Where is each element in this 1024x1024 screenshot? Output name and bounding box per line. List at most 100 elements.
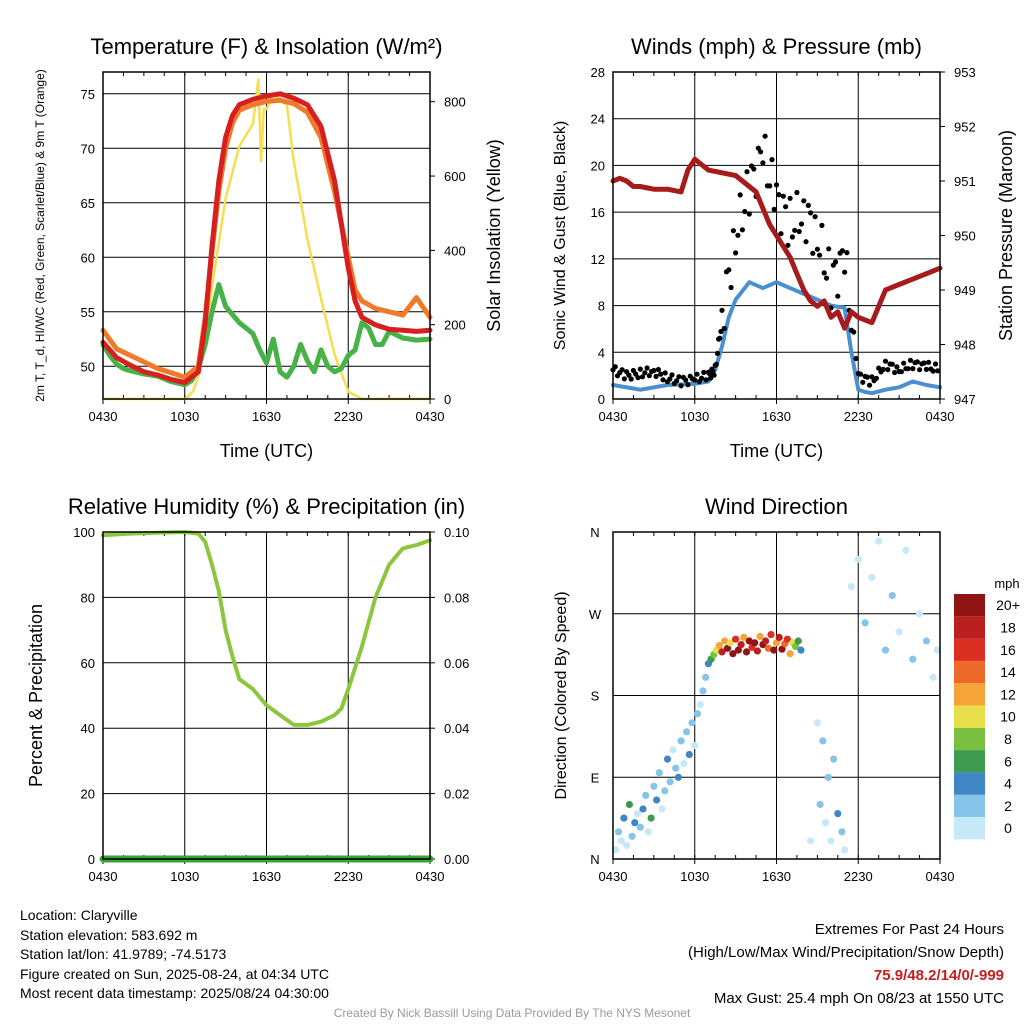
direction-point xyxy=(753,647,762,655)
direction-point xyxy=(612,846,620,854)
colorbar-label: 8 xyxy=(1004,731,1012,747)
humidity-plot: 0430 1030 1630 2230 0430 Relative Humidity (%… xyxy=(26,494,469,884)
direction-point xyxy=(702,673,710,681)
colorbar-label: 20+ xyxy=(996,597,1020,613)
direction-point xyxy=(628,832,636,840)
temperature-ytick-right-label: 200 xyxy=(444,318,466,333)
colorbar-label: 18 xyxy=(1000,619,1016,635)
direction-ylabel: Direction (Colored By Speed) xyxy=(553,591,570,799)
colorbar-label: 2 xyxy=(1004,798,1012,814)
gust-point xyxy=(860,379,866,385)
gust-point xyxy=(932,361,939,367)
extremes-subtitle: (High/Low/Max Wind/Precipitation/Snow De… xyxy=(688,944,1004,961)
gust-point xyxy=(758,149,764,155)
winds-xtick-label: 0430 xyxy=(926,409,955,424)
gust-point xyxy=(721,325,727,332)
winds-ytick-right-label: 948 xyxy=(954,338,976,353)
winds-ytick-label: 28 xyxy=(591,65,605,80)
direction-point xyxy=(636,823,644,831)
gust-point xyxy=(794,189,800,196)
gust-point xyxy=(639,374,646,380)
gust-point xyxy=(730,228,737,234)
direction-point xyxy=(875,537,883,545)
direction-point xyxy=(644,828,653,836)
gust-point xyxy=(683,377,689,383)
direction-xtick-label: 1630 xyxy=(762,869,791,884)
direction-point xyxy=(647,814,655,822)
direction-point xyxy=(827,837,835,845)
gust-point xyxy=(703,377,709,383)
gust-point xyxy=(817,252,823,258)
temperature-border xyxy=(102,71,431,400)
gust-point xyxy=(796,228,802,235)
gust-point xyxy=(801,198,807,204)
temperature-plot: 0430 1030 1630 2230 0430 Temperature (F) & In… xyxy=(33,34,504,461)
station-info: Location: Claryville Station elevation: … xyxy=(20,906,329,1004)
gust-point xyxy=(708,375,714,381)
gust-point xyxy=(798,221,805,227)
humidity-ytick-right-label: 0.10 xyxy=(444,525,469,540)
extremes-title: Extremes For Past 24 Hours xyxy=(814,921,1004,938)
direction-point xyxy=(909,655,917,663)
temperature-ytick-label: 55 xyxy=(81,305,95,320)
gust-point xyxy=(787,195,793,201)
direction-point xyxy=(775,633,783,642)
temperature-ytick-label: 70 xyxy=(81,141,95,156)
pressure-line xyxy=(610,156,943,331)
colorbar-label: 10 xyxy=(1000,709,1016,725)
direction-point xyxy=(625,800,634,809)
direction-point xyxy=(783,635,792,643)
direction-point xyxy=(737,641,745,649)
gust-point xyxy=(880,366,886,372)
gust-point xyxy=(780,193,786,199)
direction-xtick-label: 0430 xyxy=(926,869,955,884)
gust-point xyxy=(762,133,768,139)
gust-point xyxy=(783,204,789,210)
gust-point xyxy=(728,284,734,291)
temperature-ytick-right-label: 800 xyxy=(444,95,466,110)
gust-point xyxy=(778,231,784,237)
gust-point xyxy=(644,365,650,371)
most-recent-timestamp: Most recent data timestamp: 2025/08/24 0… xyxy=(20,985,329,1001)
gust-point xyxy=(885,367,891,373)
gust-point xyxy=(819,222,825,228)
gust-point xyxy=(771,206,777,212)
direction-point xyxy=(797,646,805,654)
direction-point xyxy=(620,814,628,822)
gust-point xyxy=(810,250,816,256)
direction-point xyxy=(699,687,707,695)
colorbar-label: 14 xyxy=(1000,664,1016,680)
gust-point xyxy=(851,329,857,335)
colorbar-swatch xyxy=(954,817,985,840)
direction-point xyxy=(631,819,639,827)
gust-point xyxy=(853,355,859,362)
gust-point xyxy=(760,160,766,166)
winds-xtick-label: 1030 xyxy=(680,409,709,424)
gust-point xyxy=(832,259,839,265)
winds-ytick-right-label: 950 xyxy=(954,229,976,244)
direction-xtick-label: 0430 xyxy=(599,869,628,884)
colorbar-swatch xyxy=(954,750,985,773)
direction-ytick-label: S xyxy=(591,689,600,704)
direction-point xyxy=(715,641,723,650)
humidity-ytick-label: 60 xyxy=(81,656,95,671)
gust-point xyxy=(892,369,898,376)
gust-point xyxy=(876,365,882,371)
colorbar-swatch xyxy=(954,683,985,706)
direction-xtick-label: 1030 xyxy=(680,869,709,884)
direction-point xyxy=(786,650,794,658)
direction-point xyxy=(916,610,924,618)
winds-ytick-right-label: 947 xyxy=(954,392,976,407)
colorbar-label: 0 xyxy=(1004,820,1012,836)
temperature-ytick-right-label: 600 xyxy=(444,169,466,184)
direction-point xyxy=(633,810,642,818)
direction-point xyxy=(772,639,781,647)
direction-point xyxy=(726,639,734,647)
winds-ytick-label: 0 xyxy=(598,392,605,407)
gust-point xyxy=(742,208,748,215)
direction-point xyxy=(642,791,650,800)
direction-point xyxy=(680,760,688,768)
winds-xtick-label: 0430 xyxy=(599,409,628,424)
gust-point xyxy=(713,361,719,367)
